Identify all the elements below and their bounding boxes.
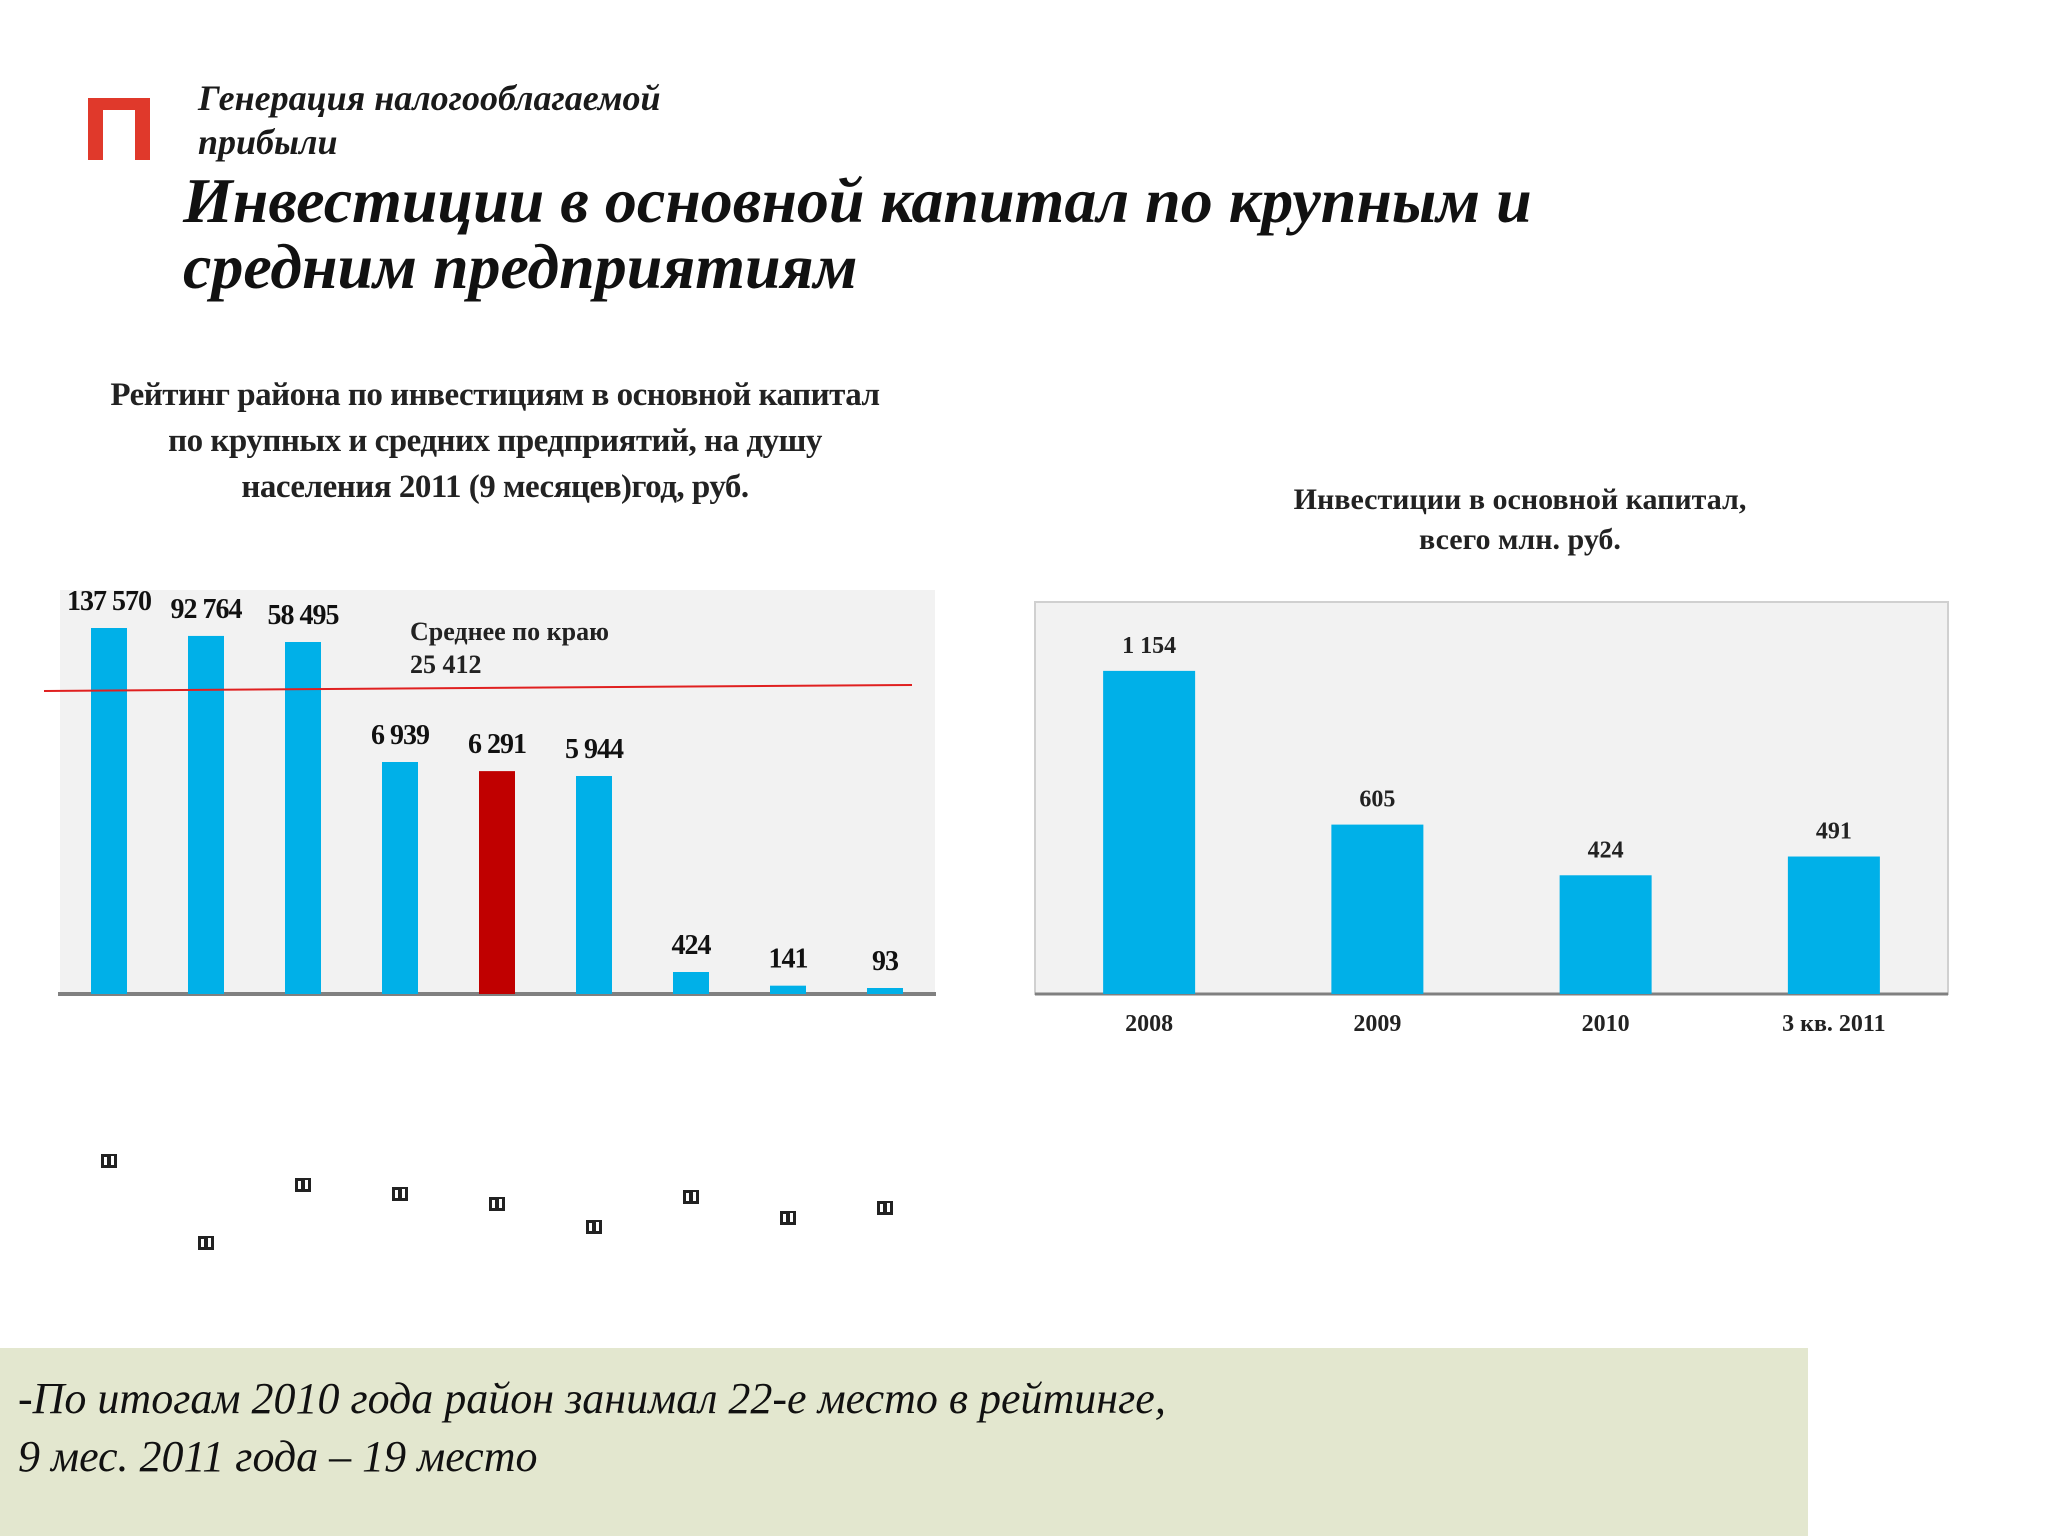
- rating-category-glyph-gap: [693, 1192, 696, 1201]
- investment-value-label: 1 154: [1122, 633, 1176, 659]
- investment-category-label: 2009: [1353, 1011, 1401, 1037]
- rating-category-glyph-gap: [790, 1213, 793, 1222]
- rating-bar: [867, 988, 903, 994]
- rating-title-line-3: населения 2011 (9 месяцев)год, руб.: [241, 469, 749, 505]
- rating-category-glyph: [198, 1236, 214, 1250]
- rating-category-label: [586, 1220, 602, 1234]
- title-line-1: Инвестиции в основной капитал по крупным…: [183, 165, 1532, 236]
- rating-category-glyph-gap: [887, 1203, 890, 1212]
- investment-bar: [1331, 824, 1424, 994]
- rating-category-label: [489, 1197, 505, 1211]
- rating-value-label: 93: [872, 946, 899, 977]
- rating-category-glyph-gap: [208, 1238, 211, 1247]
- rating-bar: [382, 762, 418, 994]
- rating-category-label: [101, 1154, 117, 1168]
- conclusion-line-1: -По итогам 2010 года район занимал 22-е …: [18, 1374, 1166, 1423]
- average-label: Среднее по краю: [410, 617, 609, 646]
- rating-chart-title: Рейтинг района по инвестициям в основной…: [80, 372, 910, 510]
- rating-category-label: [780, 1211, 796, 1225]
- rating-category-glyph-gap: [305, 1180, 308, 1189]
- rating-title-line-2: по крупных и средних предприятий, на душ…: [168, 423, 822, 459]
- rating-category-glyph-gap: [499, 1199, 502, 1208]
- investment-bar-chart: 1 154 2008 605 2009 424 2010 491 3 кв. 2011: [1034, 601, 1949, 1037]
- average-value-label: 25 412: [410, 650, 482, 679]
- rating-category-label: [877, 1201, 893, 1215]
- rating-bar-chart: 137 570 92 764 58 495 6 939 6 291 5 944 424 141…: [43, 586, 936, 1250]
- rating-category-glyph-gap: [201, 1239, 204, 1247]
- rating-category-glyph-gap: [492, 1200, 495, 1208]
- investment-category-label: 2010: [1582, 1011, 1630, 1037]
- investment-value-label: 424: [1588, 837, 1624, 863]
- rating-category-glyph-gap: [402, 1189, 405, 1198]
- rating-value-label: 6 939: [371, 720, 429, 751]
- investment-category-label: 3 кв. 2011: [1782, 1011, 1885, 1037]
- section-subtitle: Генерация налогооблагаемой прибыли: [198, 76, 818, 164]
- rating-bar: [91, 628, 127, 994]
- investment-value-label: 491: [1816, 819, 1852, 845]
- conclusion-line-2: 9 мес. 2011 года – 19 место: [18, 1432, 538, 1481]
- rating-value-label: 92 764: [171, 594, 243, 625]
- rating-bar: [673, 972, 709, 994]
- rating-value-label: 6 291: [468, 729, 526, 760]
- rating-category-glyph-gap: [104, 1157, 107, 1165]
- title-line-2: средним предприятиям: [183, 231, 858, 302]
- rating-value-label: 5 944: [565, 734, 624, 765]
- rating-category-glyph: [877, 1201, 893, 1215]
- investment-category-label: 2008: [1125, 1011, 1173, 1037]
- subtitle-line-2: прибыли: [198, 122, 338, 162]
- rating-bar: [770, 985, 806, 994]
- conclusion-panel: [0, 1348, 1808, 1536]
- rating-bar: [285, 642, 321, 994]
- rating-category-label: [295, 1178, 311, 1192]
- investment-bar: [1559, 875, 1652, 994]
- rating-category-glyph: [683, 1190, 699, 1204]
- rating-category-glyph: [489, 1197, 505, 1211]
- logo-shape: [88, 98, 150, 160]
- rating-category-label: [198, 1236, 214, 1250]
- investment-bar: [1787, 856, 1880, 994]
- rating-category-glyph-gap: [111, 1156, 114, 1165]
- rating-value-label: 141: [769, 944, 808, 975]
- rating-bar: [576, 776, 612, 994]
- investment-title-line-1: Инвестиции в основной капитал,: [1293, 483, 1747, 516]
- rating-category-glyph-gap: [783, 1214, 786, 1222]
- investment-bar: [1103, 670, 1196, 994]
- rating-value-label: 137 570: [67, 586, 151, 617]
- investment-chart-title: Инвестиции в основной капитал, всего млн…: [1180, 480, 1860, 560]
- rating-category-glyph-gap: [395, 1190, 398, 1198]
- subtitle-line-1: Генерация налогооблагаемой: [198, 78, 661, 118]
- rating-category-label: [683, 1190, 699, 1204]
- rating-category-glyph: [586, 1220, 602, 1234]
- rating-category-label: [392, 1187, 408, 1201]
- rating-category-glyph: [295, 1178, 311, 1192]
- rating-bar: [479, 771, 515, 994]
- rating-category-glyph-gap: [596, 1222, 599, 1231]
- rating-category-glyph-gap: [298, 1181, 301, 1189]
- rating-category-glyph-gap: [589, 1223, 592, 1231]
- rating-bar: [188, 635, 224, 994]
- rating-category-glyph-gap: [686, 1193, 689, 1201]
- investment-value-label: 605: [1359, 787, 1395, 813]
- rating-value-label: 424: [672, 930, 712, 961]
- page-title: Инвестиции в основной капитал по крупным…: [183, 168, 2003, 300]
- rating-value-label: 58 495: [268, 600, 339, 631]
- investment-title-line-2: всего млн. руб.: [1419, 523, 1621, 556]
- company-logo-icon: [88, 98, 150, 160]
- rating-category-glyph: [392, 1187, 408, 1201]
- rating-title-line-1: Рейтинг района по инвестициям в основной…: [110, 377, 880, 413]
- rating-category-glyph: [101, 1154, 117, 1168]
- average-reference-line: [43, 684, 913, 692]
- rating-category-glyph-gap: [880, 1204, 883, 1212]
- rating-category-glyph: [780, 1211, 796, 1225]
